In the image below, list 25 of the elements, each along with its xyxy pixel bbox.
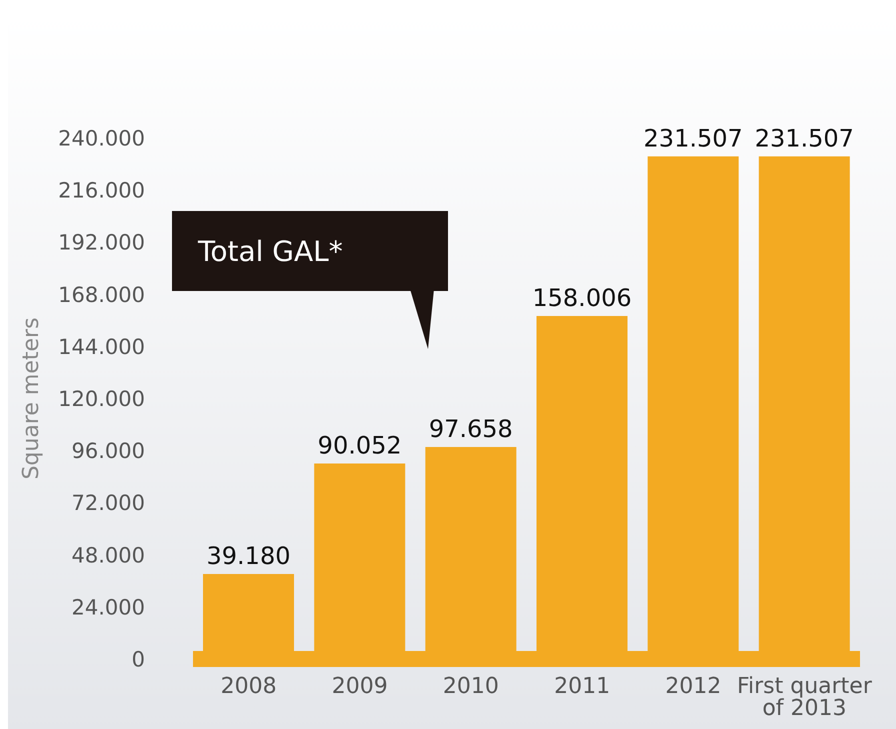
x-tick-label: First quarter of 2013	[736, 674, 873, 721]
y-tick-label: 192.000	[58, 230, 145, 255]
y-tick-label: 96.000	[72, 439, 145, 464]
x-tick-label: 2008	[220, 674, 277, 699]
y-tick-label: 72.000	[72, 491, 145, 516]
y-tick-label: 240.000	[58, 126, 145, 150]
y-axis-title: Square meters	[18, 317, 44, 480]
y-tick-label: 48.000	[72, 543, 145, 568]
x-tick-label: 2009	[332, 674, 388, 699]
data-label: 97.658	[428, 415, 513, 443]
x-tick-label: 2010	[442, 674, 499, 699]
y-tick-label: 120.000	[58, 386, 145, 411]
data-label: 39.180	[206, 542, 290, 570]
y-tick-label: 216.000	[58, 178, 145, 203]
y-tick-label: 24.000	[72, 595, 145, 620]
y-tick-label: 0	[132, 647, 145, 672]
annotation: Total GAL*	[198, 235, 343, 268]
data-label: 158.006	[532, 284, 632, 312]
data-label: 231.507	[644, 124, 743, 152]
y-tick-label: 168.000	[58, 282, 145, 307]
x-tick-label: 2011	[554, 674, 610, 699]
data-label: 231.507	[754, 124, 854, 152]
y-tick-label: 144.000	[58, 334, 145, 359]
x-tick-label: 2012	[665, 674, 722, 699]
data-label: 90.052	[318, 432, 402, 460]
